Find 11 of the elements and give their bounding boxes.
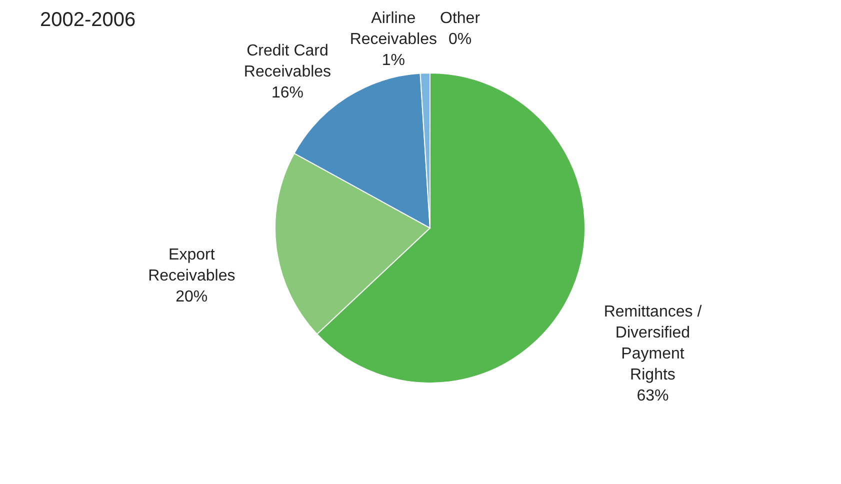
data-label: 20%: [176, 288, 208, 306]
data-label: 16%: [271, 84, 304, 102]
data-label: 63%: [636, 387, 669, 404]
text: 0%: [448, 31, 472, 48]
slice-label: Airline Receivables: [350, 10, 437, 48]
slice-label: Remittances / Diversified Payment Rights: [604, 303, 702, 384]
data-label: 1%: [382, 52, 405, 70]
chart-title: 2002-2006: [40, 9, 136, 31]
slice-label: Credit Card Receivables: [244, 42, 332, 81]
slice-label: Export Receivables: [148, 246, 236, 284]
category-label: Other: [440, 10, 480, 27]
